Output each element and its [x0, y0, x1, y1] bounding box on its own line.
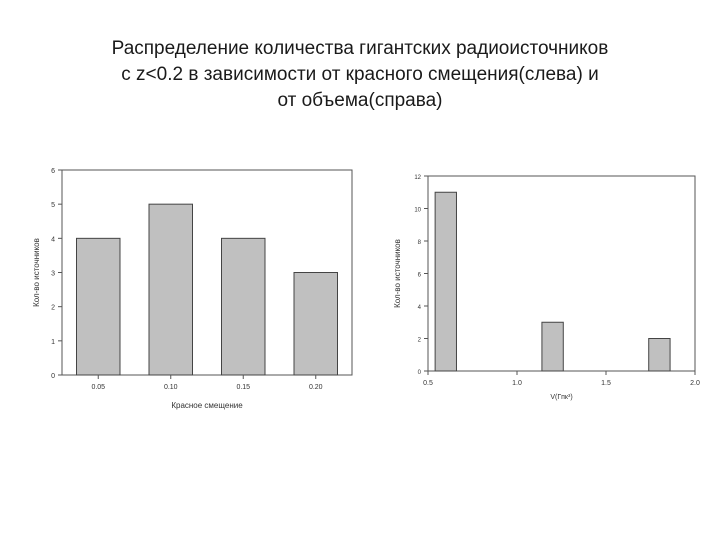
- y-tick-label: 12: [414, 175, 421, 181]
- y-tick-label: 10: [414, 208, 421, 214]
- x-tick-label: 2.0: [690, 380, 700, 387]
- y-tick-label: 0: [51, 373, 55, 380]
- bar: [648, 338, 671, 372]
- redshift-histogram: 0 1 2 3 4 5 6 0.05 0.10 0.15 0.20 Красное смещение К…: [32, 168, 353, 410]
- x-tick-label: 1.0: [512, 380, 522, 387]
- x-tick-label: 0.10: [164, 384, 178, 391]
- bar: [541, 321, 564, 372]
- title-line-2: с z<0.2 в зависимости от красного смещен…: [121, 64, 599, 85]
- y-tick-label: 1: [51, 339, 55, 346]
- bar: [148, 203, 193, 376]
- y-tick-label: 3: [51, 271, 55, 278]
- y-tick-label: 0: [418, 370, 422, 376]
- y-tick-label: 8: [418, 240, 422, 246]
- y-tick-label: 4: [418, 305, 422, 311]
- bar: [221, 237, 266, 376]
- y-tick-label: 2: [418, 338, 422, 344]
- title-line-1: Распределение количества гигантских ради…: [111, 38, 609, 59]
- y-tick-label: 2: [51, 305, 55, 312]
- x-axis-label: Красное смещение: [171, 401, 243, 410]
- x-tick-label: 0.15: [236, 384, 250, 391]
- bar: [76, 237, 121, 376]
- x-tick-label: 0.05: [91, 384, 105, 391]
- bar: [434, 191, 457, 372]
- y-axis-label: Кол-во источников: [32, 238, 41, 307]
- x-axis-label: V(Гпк³): [550, 394, 572, 401]
- y-tick-label: 5: [51, 202, 55, 209]
- y-axis-label: Кол-во источников: [393, 239, 402, 308]
- volume-histogram: 0 2 4 6 8 10 12 0.5 1.0 1.5 2.0 V(Гпк³) Кол-во источ…: [393, 175, 700, 401]
- y-tick-label: 4: [51, 236, 55, 243]
- y-tick-label: 6: [51, 168, 55, 175]
- x-tick-label: 0.20: [309, 384, 323, 391]
- y-tick-label: 6: [418, 273, 422, 279]
- x-tick-label: 0.5: [423, 380, 433, 387]
- bar: [293, 272, 338, 376]
- title-line-3: от объема(справа): [277, 90, 443, 111]
- x-tick-label: 1.5: [601, 380, 611, 387]
- slide-title: Распределение количества гигантских ради…: [20, 36, 700, 114]
